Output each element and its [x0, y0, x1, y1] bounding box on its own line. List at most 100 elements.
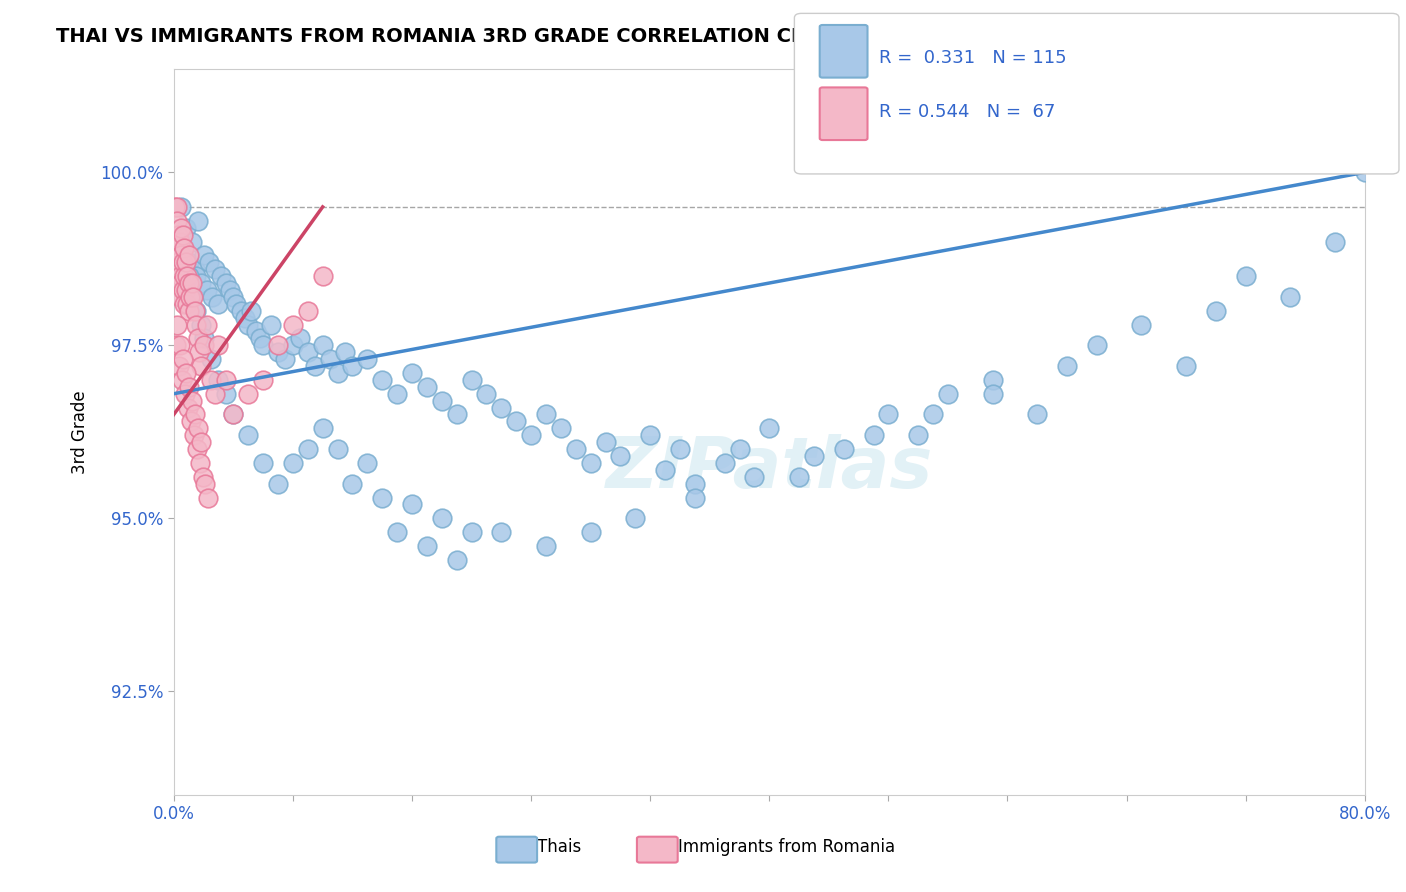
Point	[267, 345, 290, 359]
Point	[193, 338, 215, 352]
Point	[184, 303, 207, 318]
Point	[179, 380, 201, 394]
Point	[195, 283, 218, 297]
Point	[188, 345, 211, 359]
Point	[170, 373, 193, 387]
Point	[249, 331, 271, 345]
Point	[744, 469, 766, 483]
Point	[1205, 303, 1227, 318]
Point	[520, 428, 543, 442]
Point	[184, 269, 207, 284]
Point	[187, 331, 209, 345]
Point	[319, 352, 342, 367]
Point	[281, 456, 304, 470]
Text: Source: ZipAtlas.com: Source: ZipAtlas.com	[1202, 27, 1350, 41]
Point	[172, 255, 194, 269]
Point	[297, 345, 319, 359]
Point	[259, 318, 281, 332]
Point	[187, 421, 209, 435]
Point	[371, 373, 394, 387]
Point	[193, 248, 215, 262]
Point	[166, 213, 188, 227]
Point	[222, 408, 245, 422]
Point	[304, 359, 326, 373]
Point	[184, 318, 207, 332]
Point	[181, 393, 204, 408]
Point	[165, 200, 187, 214]
Point	[197, 491, 219, 505]
Point	[326, 366, 349, 380]
Y-axis label: 3rd Grade: 3rd Grade	[72, 390, 89, 474]
Point	[173, 269, 195, 284]
Point	[267, 338, 290, 352]
Point	[222, 408, 245, 422]
Point	[172, 283, 194, 297]
Point	[167, 242, 190, 256]
Point	[491, 401, 513, 415]
Point	[654, 463, 676, 477]
Point	[176, 269, 198, 284]
Point	[187, 213, 209, 227]
Point	[222, 290, 245, 304]
Point	[181, 290, 204, 304]
Point	[311, 269, 333, 284]
Point	[215, 386, 238, 401]
Point	[564, 442, 586, 456]
Point	[180, 235, 202, 249]
Point	[342, 476, 364, 491]
Point	[173, 297, 195, 311]
Point	[252, 338, 274, 352]
Point	[1026, 408, 1049, 422]
Point	[290, 331, 312, 345]
Point	[401, 366, 423, 380]
Point	[174, 386, 197, 401]
Point	[683, 476, 706, 491]
Point	[669, 442, 692, 456]
Point	[172, 352, 194, 367]
Point	[170, 276, 193, 290]
Point	[177, 248, 200, 262]
Point	[167, 359, 190, 373]
Point	[534, 408, 557, 422]
Point	[1324, 235, 1347, 249]
Point	[475, 386, 498, 401]
Point	[190, 318, 212, 332]
Point	[401, 498, 423, 512]
Point	[460, 373, 482, 387]
Point	[177, 255, 200, 269]
Point	[190, 276, 212, 290]
Point	[169, 269, 191, 284]
Point	[446, 408, 468, 422]
Point	[311, 338, 333, 352]
Point	[190, 359, 212, 373]
Text: R =  0.331   N = 115: R = 0.331 N = 115	[879, 49, 1066, 67]
Point	[169, 290, 191, 304]
Text: ZIPatlas: ZIPatlas	[606, 434, 934, 502]
Point	[936, 386, 959, 401]
Point	[166, 200, 188, 214]
Point	[907, 428, 929, 442]
Point	[195, 318, 218, 332]
Point	[1354, 165, 1376, 179]
Point	[207, 297, 229, 311]
Point	[215, 276, 238, 290]
Point	[311, 421, 333, 435]
Point	[1175, 359, 1198, 373]
Point	[200, 352, 222, 367]
Point	[169, 338, 191, 352]
Point	[174, 255, 197, 269]
Point	[167, 227, 190, 242]
Point	[169, 235, 191, 249]
Point	[198, 255, 221, 269]
Point	[728, 442, 751, 456]
Point	[281, 318, 304, 332]
Point	[446, 553, 468, 567]
Point	[416, 539, 439, 553]
Point	[219, 283, 242, 297]
Point	[179, 290, 201, 304]
Point	[579, 456, 602, 470]
Point	[183, 303, 205, 318]
Point	[193, 331, 215, 345]
Point	[342, 359, 364, 373]
Text: R = 0.544   N =  67: R = 0.544 N = 67	[879, 103, 1054, 120]
